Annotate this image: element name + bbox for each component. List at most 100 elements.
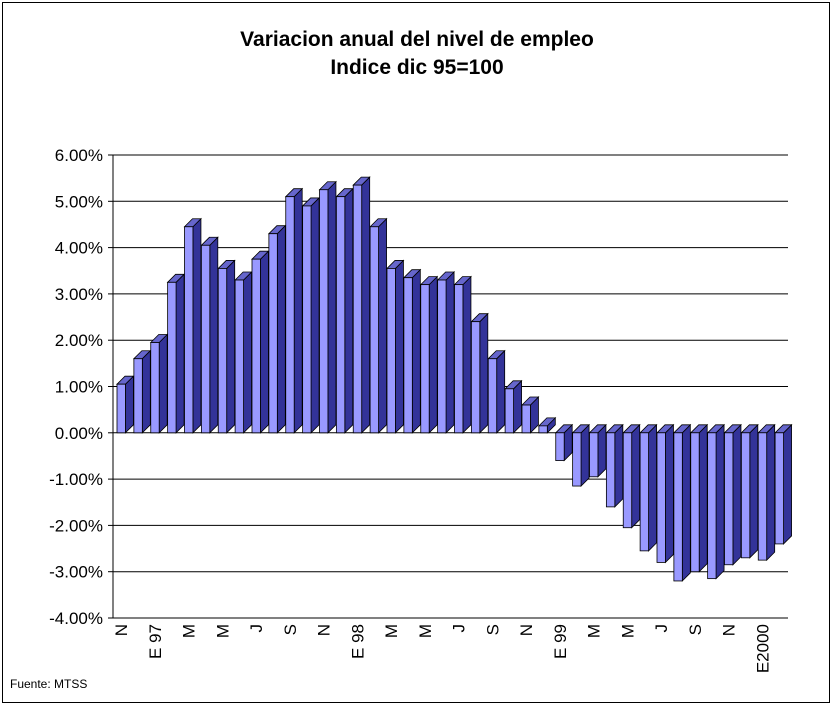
bar xyxy=(386,268,396,434)
bar xyxy=(521,404,531,434)
chart-title: Variacion anual del nivel de empleo xyxy=(240,28,594,51)
y-axis-ticks: 6.00% 5.00% 4.00% 3.00% 2.00% 1.00% 0.00% -1.00… xyxy=(49,146,113,628)
bar xyxy=(403,277,413,434)
bar xyxy=(319,189,329,434)
bar-side xyxy=(513,379,522,434)
bar xyxy=(150,342,160,434)
y-tick-label: 3.00% xyxy=(55,285,103,304)
bar-side xyxy=(192,217,202,434)
y-tick-label: -1.00% xyxy=(49,470,103,489)
bar xyxy=(184,226,194,434)
x-tick-label: E2000 xyxy=(753,624,772,673)
bar xyxy=(605,432,616,508)
y-tick-label: 6.00% xyxy=(55,146,103,165)
bar xyxy=(572,432,582,487)
bar-side xyxy=(378,217,387,434)
bar-side xyxy=(243,271,252,434)
bar xyxy=(335,196,346,434)
x-tick-label: E 98 xyxy=(348,624,367,659)
bar xyxy=(724,432,734,566)
bar-side xyxy=(698,423,708,573)
bar-side xyxy=(614,423,624,508)
y-tick-label: -2.00% xyxy=(49,516,103,535)
y-tick-label: 2.00% xyxy=(55,331,103,350)
bar xyxy=(740,432,751,559)
bar-side xyxy=(209,236,219,434)
x-tick-label: J xyxy=(247,624,266,633)
bar xyxy=(167,281,177,434)
bar xyxy=(690,432,700,573)
x-tick-label: M xyxy=(585,624,604,638)
bar-side xyxy=(310,196,320,434)
bar-side xyxy=(783,423,792,545)
bar-side xyxy=(580,423,590,488)
x-tick-label: M xyxy=(416,624,435,638)
bar-side xyxy=(226,259,236,434)
bar-side xyxy=(158,333,168,434)
bar-side xyxy=(631,423,641,529)
bar-side xyxy=(125,375,134,434)
bars xyxy=(116,176,793,582)
y-tick-label: 4.00% xyxy=(55,239,103,258)
bar xyxy=(352,184,363,434)
bar-side xyxy=(749,423,759,559)
x-tick-label: J xyxy=(450,624,469,633)
bar xyxy=(538,425,548,434)
x-tick-label: E 99 xyxy=(551,624,570,659)
y-tick-label: 0.00% xyxy=(55,424,103,443)
x-tick-label: N xyxy=(112,624,131,636)
bar-side xyxy=(411,268,421,434)
bar xyxy=(656,432,666,563)
bar-side xyxy=(445,271,455,434)
bar xyxy=(234,279,244,434)
bar-side xyxy=(479,312,489,434)
bar xyxy=(268,233,278,434)
bar-side xyxy=(361,176,371,434)
bar xyxy=(757,432,768,561)
bar-side xyxy=(293,187,303,434)
bar xyxy=(504,388,514,434)
bar-side xyxy=(496,349,506,434)
bar xyxy=(369,226,379,434)
bar xyxy=(487,358,498,434)
bar xyxy=(454,284,464,434)
bar xyxy=(707,432,717,580)
bar xyxy=(639,432,649,552)
bar-side xyxy=(732,423,742,566)
bar-side xyxy=(344,187,354,434)
x-tick-label: E 97 xyxy=(146,624,165,659)
bar xyxy=(437,279,447,434)
bar xyxy=(555,432,565,461)
x-tick-label: S xyxy=(483,624,502,635)
bar xyxy=(470,321,481,434)
y-tick-label: -4.00% xyxy=(49,609,103,628)
bar xyxy=(420,284,430,434)
bar-side xyxy=(276,224,286,434)
y-tick-label: 1.00% xyxy=(55,378,103,397)
x-tick-label: N xyxy=(720,624,739,636)
bar xyxy=(302,205,312,434)
bar-side xyxy=(597,423,607,478)
bar-side xyxy=(141,349,151,434)
x-tick-label: N xyxy=(517,624,536,636)
bar-side xyxy=(175,273,185,434)
bar xyxy=(622,432,633,529)
x-tick-label: J xyxy=(652,624,671,633)
bar-side xyxy=(395,259,404,434)
source-note: Fuente: MTSS xyxy=(10,677,88,691)
x-tick-label: M xyxy=(180,624,199,638)
bar-side xyxy=(665,423,674,564)
x-tick-label: S xyxy=(686,624,705,635)
bar-side xyxy=(462,275,472,434)
x-tick-label: M xyxy=(618,624,637,638)
x-tick-label: S xyxy=(281,624,300,635)
bar-side xyxy=(766,423,776,562)
chart-subtitle: Indice dic 95=100 xyxy=(330,56,504,79)
x-tick-label: M xyxy=(213,624,232,638)
bar xyxy=(285,196,295,434)
bar-side xyxy=(428,275,438,434)
bar xyxy=(200,244,211,434)
x-tick-label: N xyxy=(315,624,334,636)
